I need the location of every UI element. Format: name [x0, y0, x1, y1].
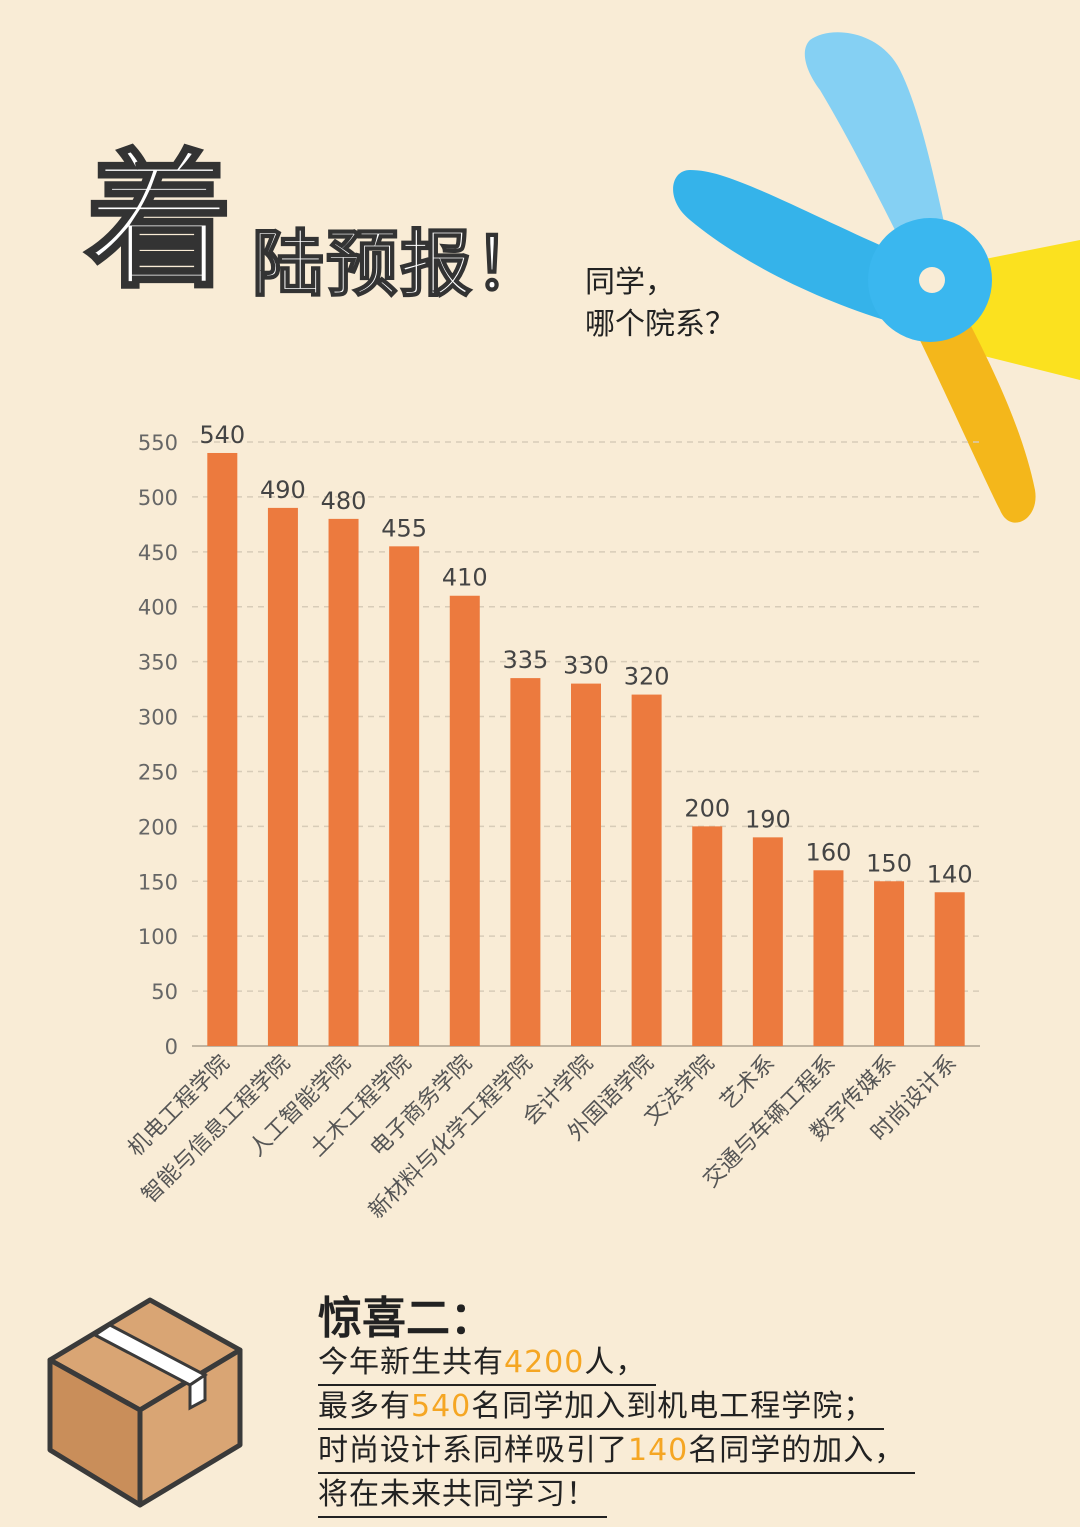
bar	[267, 507, 298, 1047]
y-tick-label: 400	[138, 596, 178, 620]
bar	[389, 546, 420, 1046]
bar	[934, 892, 965, 1046]
y-tick-label: 250	[138, 760, 178, 784]
bar	[449, 595, 480, 1046]
y-tick-label: 200	[138, 815, 178, 839]
data-label: 410	[442, 564, 488, 592]
scissors-light-blade	[804, 32, 950, 260]
subtitle-line-1: 同学，	[585, 265, 675, 300]
summary-line-2: 最多有540名同学加入到机电工程学院；	[318, 1386, 885, 1430]
y-tick-label: 50	[151, 980, 178, 1004]
data-label: 490	[260, 476, 306, 504]
y-tick-label: 500	[138, 486, 178, 510]
page-title-big-char: 着	[84, 136, 235, 308]
fashion-students-value: 140	[628, 1433, 689, 1468]
y-tick-label: 450	[138, 541, 178, 565]
summary-line-2-suffix: 名同学加入到机电工程学院；	[471, 1389, 875, 1424]
y-tick-label: 150	[138, 870, 178, 894]
summary-line-1-suffix: 人，	[584, 1345, 647, 1380]
y-tick-label: 0	[165, 1035, 178, 1059]
summary-line-3: 时尚设计系同样吸引了140名同学的加入，	[318, 1430, 916, 1474]
bar	[813, 870, 844, 1046]
max-students-value: 540	[411, 1389, 472, 1424]
bar	[874, 881, 905, 1046]
x-axis: 机电工程学院智能与信息工程学院人工智能学院土木工程学院电子商务学院新材料与化学工…	[124, 1051, 962, 1224]
data-label: 455	[381, 514, 427, 542]
subtitle: 同学， 哪个院系？	[585, 262, 735, 346]
summary-line-2-text: 最多有	[318, 1389, 411, 1424]
data-label: 190	[745, 805, 791, 833]
y-tick-label: 350	[138, 651, 178, 675]
bar	[631, 694, 662, 1046]
data-label: 150	[866, 849, 912, 877]
data-label: 140	[927, 860, 973, 888]
subtitle-line-2: 哪个院系？	[585, 307, 735, 342]
bar	[752, 837, 783, 1046]
summary-line-1: 今年新生共有4200人，	[318, 1342, 657, 1386]
data-labels: 540 490 480 455 410 335 330 320 200 190 160 150 140	[199, 421, 972, 888]
summary-line-3-suffix: 名同学的加入，	[688, 1433, 906, 1468]
bar-chart: 0 50 100 150 200 250 300 350 400 450 500 550 540 490…	[124, 421, 980, 1224]
surprise-title: 惊喜二：	[318, 1293, 494, 1344]
data-label: 480	[321, 487, 367, 515]
bar	[207, 452, 238, 1046]
package-box-icon	[47, 1297, 243, 1508]
summary-line-1-text: 今年新生共有	[318, 1345, 504, 1380]
scissors-icon	[673, 32, 1080, 523]
y-axis: 0 50 100 150 200 250 300 350 400 450 500 550	[138, 431, 178, 1059]
y-tick-label: 300	[138, 706, 178, 730]
bar	[328, 518, 359, 1046]
data-label: 335	[502, 646, 548, 674]
scissors-orange-handle	[910, 305, 1036, 523]
y-tick-label: 100	[138, 925, 178, 949]
data-label: 320	[624, 663, 670, 691]
bar	[571, 683, 601, 1046]
summary-line-4-text: 将在未来共同学习！	[318, 1477, 597, 1512]
bars	[207, 452, 965, 1047]
total-students-value: 4200	[504, 1345, 585, 1380]
bar	[510, 678, 541, 1046]
data-label: 540	[199, 421, 245, 449]
bar	[692, 826, 723, 1046]
y-tick-label: 550	[138, 431, 178, 455]
summary-line-3-text: 时尚设计系同样吸引了	[318, 1433, 628, 1468]
data-label: 330	[563, 652, 609, 680]
scissors-pivot-hole	[919, 267, 945, 293]
summary-line-4: 将在未来共同学习！	[318, 1474, 607, 1518]
data-label: 200	[684, 794, 730, 822]
surprise-text: 今年新生共有4200人， 最多有540名同学加入到机电工程学院； 时尚设计系同样…	[318, 1342, 916, 1518]
data-label: 160	[806, 838, 852, 866]
page-title: 陆预报！	[251, 222, 549, 306]
